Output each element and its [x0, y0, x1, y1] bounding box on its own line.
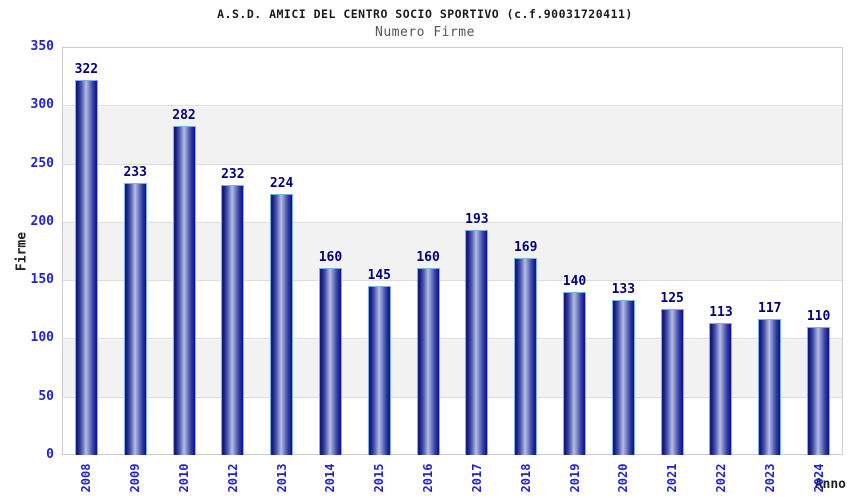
x-tick-label: 2014: [323, 463, 338, 493]
bar-2023: [758, 319, 782, 455]
bar-2018: [514, 258, 538, 455]
x-tick-label: 2010: [177, 463, 192, 493]
bar-value-label: 145: [367, 268, 392, 283]
bar-2015: [367, 286, 391, 455]
bar-value-label: 232: [221, 167, 245, 182]
x-tick-label: 2022: [713, 463, 728, 493]
y-tick-label: 100: [30, 330, 54, 346]
bar-2008: [74, 80, 98, 455]
bar-value-label: 110: [806, 309, 831, 324]
chart-title: A.S.D. AMICI DEL CENTRO SOCIO SPORTIVO (…: [217, 7, 633, 21]
bar-2012: [221, 185, 245, 455]
x-tick-label: 2023: [762, 463, 777, 493]
gridline-y-100: [62, 338, 843, 340]
x-tick-label: 2015: [372, 463, 387, 493]
y-tick-label: 250: [30, 155, 54, 171]
bar-2019: [563, 292, 587, 455]
x-tick-label: 2008: [79, 463, 94, 493]
bar-value-label: 224: [269, 176, 294, 191]
x-tick-label: 2009: [128, 463, 143, 493]
x-tick-label: 2019: [567, 463, 582, 493]
x-tick-label: 2013: [274, 463, 289, 493]
bar-value-label: 113: [709, 305, 733, 320]
y-tick-label: 50: [38, 388, 54, 404]
bar-2017: [465, 230, 489, 455]
x-tick-label: 2024: [811, 463, 826, 493]
bar-value-label: 193: [465, 212, 489, 227]
gridline-y-200: [62, 221, 843, 223]
bar-value-label: 160: [416, 250, 440, 265]
y-tick-label: 300: [30, 97, 54, 113]
bar-2014: [318, 268, 342, 455]
bar-2009: [123, 183, 147, 455]
bar-value-label: 140: [562, 274, 587, 289]
bar-value-label: 322: [74, 62, 99, 77]
bar-value-label: 282: [172, 108, 196, 123]
x-axis-title: Anno: [814, 477, 846, 492]
x-tick-label: 2021: [665, 463, 680, 493]
bar-value-label: 125: [660, 291, 684, 306]
gridline-y-300: [62, 105, 843, 107]
bar-2020: [611, 300, 635, 455]
x-tick-label: 2017: [469, 463, 484, 493]
x-tick-label: 2018: [518, 463, 533, 493]
x-tick-label: 2012: [225, 463, 240, 493]
x-tick-label: 2020: [616, 463, 631, 493]
bar-2022: [709, 323, 733, 455]
bar-value-label: 160: [318, 250, 343, 265]
bar-value-label: 169: [513, 240, 538, 255]
bar-value-label: 233: [123, 165, 147, 180]
y-tick-label: 350: [30, 39, 54, 54]
y-tick-label: 0: [46, 447, 54, 462]
bar-2021: [660, 309, 684, 455]
gridline-y-150: [62, 280, 843, 282]
gridline-y-50: [62, 396, 843, 398]
gridline-y-250: [62, 163, 843, 165]
bar-value-label: 117: [758, 301, 782, 316]
bar-2010: [172, 126, 196, 455]
y-tick-label: 200: [30, 213, 54, 229]
chart-subtitle: Numero Firme: [375, 25, 475, 40]
bar-2016: [416, 268, 440, 455]
x-tick-label: 2016: [421, 463, 436, 493]
bar-2024: [807, 327, 831, 455]
bar-2013: [270, 194, 294, 455]
y-tick-label: 150: [30, 272, 54, 288]
bar-value-label: 133: [611, 282, 636, 297]
